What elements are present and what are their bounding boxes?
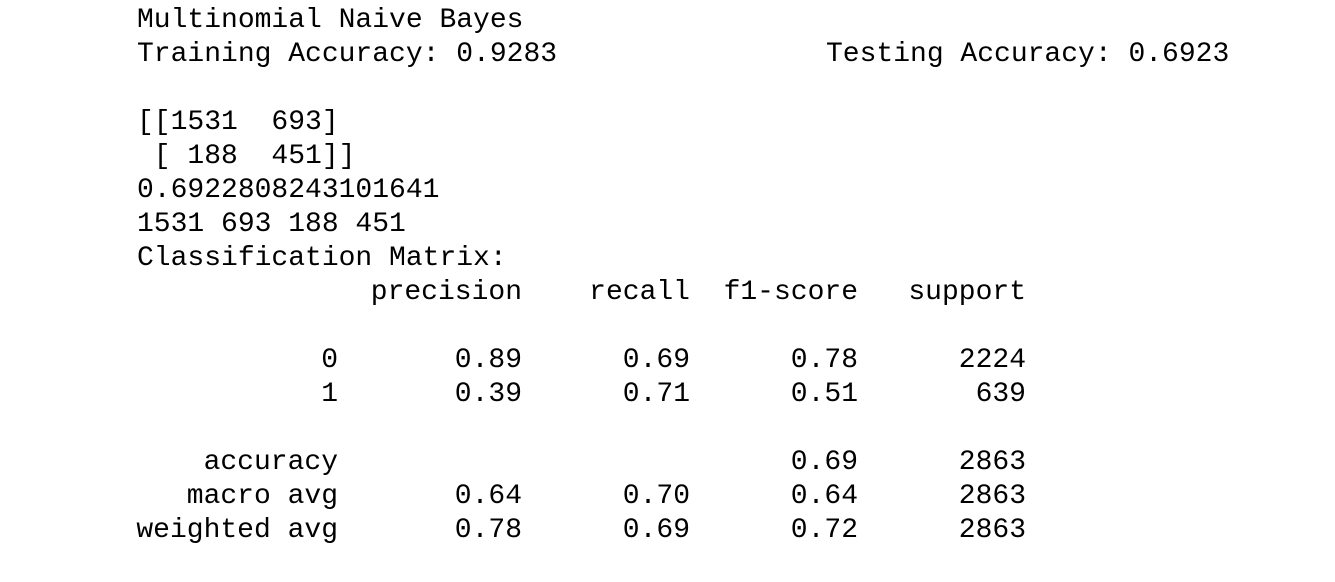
- report-column-header: precision: [370, 277, 522, 308]
- output-line: Classification Matrix:: [137, 243, 507, 274]
- report-cell: 0.89: [454, 345, 522, 376]
- report-cell: 0.78: [790, 345, 858, 376]
- testing-accuracy: Testing Accuracy: 0.6923: [826, 39, 1230, 70]
- report-cell: 0.69: [622, 515, 690, 546]
- report-cell: 0.78: [454, 515, 522, 546]
- training-accuracy: Training Accuracy: 0.9283: [137, 39, 558, 70]
- report-cell: 2863: [958, 515, 1026, 546]
- output-line: 0.6922808243101641: [137, 175, 440, 206]
- report-cell: 0.51: [790, 379, 858, 410]
- report-column-header: recall: [589, 277, 690, 308]
- model-title: Multinomial Naive Bayes: [137, 5, 524, 36]
- report-cell: 0.69: [790, 447, 858, 478]
- report-cell: 639: [975, 379, 1026, 410]
- report-cell: 0.64: [790, 481, 858, 512]
- report-cell: 0.39: [454, 379, 522, 410]
- report-cell: 0.64: [454, 481, 522, 512]
- report-cell: 2863: [958, 481, 1026, 512]
- report-cell: 0.72: [790, 515, 858, 546]
- report-row-label: 0: [321, 345, 338, 376]
- output-line: [ 188 451]]: [137, 141, 356, 172]
- report-row-label: weighted avg: [136, 515, 338, 546]
- report-cell: 0.70: [622, 481, 690, 512]
- report-cell: 0.69: [622, 345, 690, 376]
- report-cell: 0.71: [622, 379, 690, 410]
- report-row-label: accuracy: [203, 447, 338, 478]
- report-column-header: support: [908, 277, 1026, 308]
- report-row-label: macro avg: [186, 481, 338, 512]
- report-row-label: 1: [321, 379, 338, 410]
- report-column-header: f1-score: [723, 277, 858, 308]
- output-line: [[1531 693]: [137, 107, 339, 138]
- report-cell: 2863: [958, 447, 1026, 478]
- output-line: 1531 693 188 451: [137, 209, 406, 240]
- report-cell: 2224: [958, 345, 1026, 376]
